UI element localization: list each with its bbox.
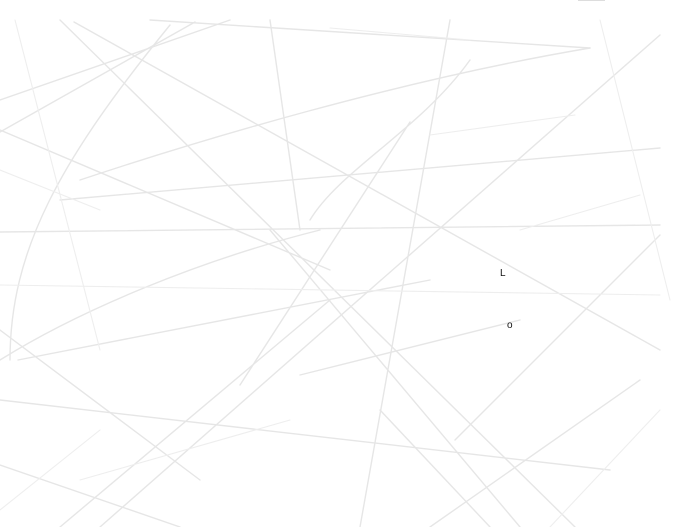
glyph-letter-o: o [507,320,513,331]
glyph-letter-l: L [500,268,506,279]
top-edge-mark [578,0,605,1]
